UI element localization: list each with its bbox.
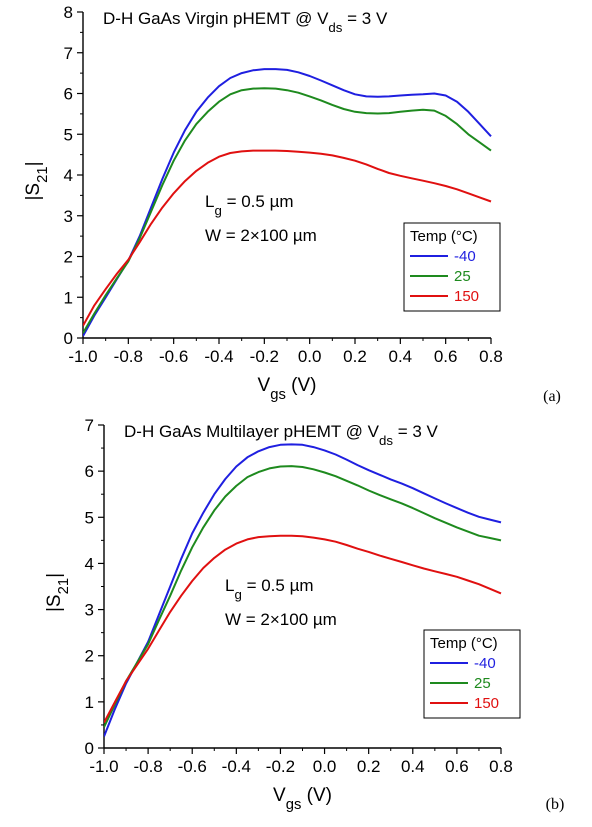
y-tick-label: 3: [85, 601, 94, 620]
x-tick-label: -0.8: [114, 347, 143, 366]
series-line-25: [83, 87, 492, 334]
chart-panel-1: -1.0 -0.8 -0.6 -0.4 -0.2 0.0 0.2 0.4 0.6 0.8 0 1 2 3 4…: [23, 3, 561, 405]
y-tick-label: 2: [85, 647, 94, 666]
series-line-25: [104, 465, 502, 728]
y-tick-label: 7: [64, 44, 73, 63]
series-line-150: [83, 149, 492, 327]
x-tick-label: 0.6: [434, 347, 458, 366]
chart-panel-2: -1.0 -0.8 -0.6 -0.4 -0.2 0.0 0.2 0.4 0.6 0.8 0 1 2 3 4…: [44, 416, 564, 813]
series-line-150: [104, 534, 502, 724]
x-tick-label: -1.0: [89, 757, 118, 776]
legend-title: Temp (°C): [430, 635, 498, 652]
series-line--40: [83, 68, 492, 337]
annotation-gate-length: Lg = 0.5 µm: [205, 192, 294, 218]
x-tick-label: -0.8: [133, 757, 162, 776]
legend: Temp (°C) -40 25 150: [403, 222, 501, 312]
legend-entry-150: 150: [454, 288, 479, 305]
x-tick-label: 0.0: [313, 757, 337, 776]
x-tick-label: 0.0: [298, 347, 322, 366]
y-tick-label: 5: [64, 125, 73, 144]
legend-entry--40: -40: [474, 655, 496, 672]
y-tick-label: 0: [64, 329, 73, 348]
chart-title: D-H GaAs Multilayer pHEMT @ Vds = 3 V: [124, 422, 439, 448]
x-tick-label: 0.8: [489, 757, 513, 776]
panel-label: (b): [546, 796, 565, 813]
x-tick-label: -0.2: [250, 347, 279, 366]
y-tick-label: 4: [85, 554, 94, 573]
y-tick-label: 8: [64, 3, 73, 22]
y-tick-label: 2: [64, 248, 73, 267]
x-axis-label: Vgs (V): [273, 785, 332, 813]
legend-entry--40: -40: [454, 248, 476, 265]
x-tick-label: 0.6: [445, 757, 469, 776]
chart-title: D-H GaAs Virgin pHEMT @ Vds = 3 V: [103, 9, 388, 35]
x-tick-label: -0.4: [222, 757, 251, 776]
y-axis-label: |S21|: [44, 573, 72, 612]
x-tick-label: 0.2: [343, 347, 367, 366]
x-tick-label: -0.2: [266, 757, 295, 776]
legend-entry-25: 25: [454, 268, 471, 285]
y-tick-label: 6: [64, 85, 73, 104]
y-axis-label: |S21|: [23, 161, 51, 200]
annotation-gate-length: Lg = 0.5 µm: [225, 576, 314, 602]
x-tick-label: 0.8: [479, 347, 503, 366]
annotation-gate-width: W = 2×100 µm: [205, 226, 317, 245]
legend-title: Temp (°C): [410, 228, 478, 245]
y-tick-label: 4: [64, 166, 73, 185]
legend-entry-25: 25: [474, 675, 491, 692]
x-tick-label: -0.6: [159, 347, 188, 366]
annotation-gate-width: W = 2×100 µm: [225, 610, 337, 629]
legend: Temp (°C) -40 25 150: [423, 629, 521, 719]
y-tick-label: 6: [85, 462, 94, 481]
y-tick-label: 3: [64, 207, 73, 226]
legend-entry-150: 150: [474, 695, 499, 712]
y-tick-label: 1: [64, 288, 73, 307]
x-tick-label: -0.6: [178, 757, 207, 776]
y-tick-label: 5: [85, 508, 94, 527]
y-tick-label: 7: [85, 416, 94, 435]
x-tick-label: -0.4: [204, 347, 233, 366]
x-axis-label: Vgs (V): [258, 375, 317, 403]
x-tick-label: 0.2: [357, 757, 381, 776]
series-line--40: [104, 443, 502, 737]
x-tick-label: 0.4: [401, 757, 425, 776]
x-tick-label: 0.4: [389, 347, 413, 366]
panel-label: (a): [543, 388, 561, 405]
x-tick-label: -1.0: [68, 347, 97, 366]
y-tick-label: 1: [85, 693, 94, 712]
y-tick-label: 0: [85, 739, 94, 758]
